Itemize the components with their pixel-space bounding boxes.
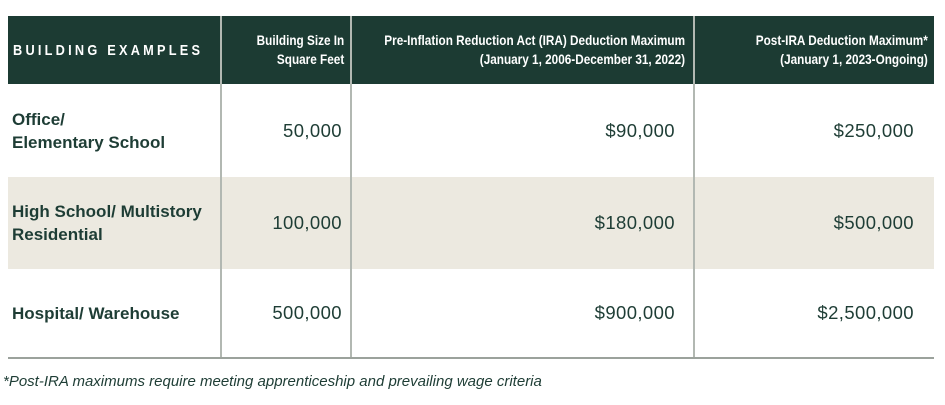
cell-pre-ira-max: $90,000 — [605, 119, 675, 141]
header-cell-pre-ira-maximum: Pre-Inflation Reduction Act (IRA) Deduct… — [352, 16, 693, 84]
building-example-line: Residential — [12, 225, 103, 244]
cell-building-example: High School/ Multistory Residential — [8, 177, 220, 269]
header-label-line: Post-IRA Deduction Maximum* — [755, 32, 928, 48]
table-bottom-border — [8, 357, 934, 359]
building-example-line: Office/ — [12, 109, 65, 129]
cell-pre-ira-max: $900,000 — [594, 302, 675, 323]
cell-pre-ira-max: $180,000 — [594, 212, 675, 233]
table: BUILDING EXAMPLES Building Size In Squar… — [8, 16, 934, 359]
cell-building-size: 50,000 — [283, 119, 342, 141]
header-label-line: (January 1, 2006-December 31, 2022) — [479, 51, 685, 67]
header-label-line: Square Feet — [276, 51, 344, 67]
column-divider — [693, 16, 695, 357]
cell-building-size: 100,000 — [272, 212, 342, 233]
column-divider — [220, 16, 222, 357]
cell-post-ira-max: $2,500,000 — [817, 302, 914, 323]
header-cell-post-ira-maximum: Post-IRA Deduction Maximum* (January 1, … — [695, 16, 934, 84]
cell-post-ira-max: $250,000 — [833, 119, 914, 141]
column-divider — [350, 16, 352, 357]
cell-post-ira-max: $500,000 — [833, 212, 914, 233]
table-row: High School/ Multistory Residential 100,… — [8, 177, 934, 269]
table-row: Office/ Elementary School 50,000 $90,000… — [8, 84, 934, 177]
header-label: BUILDING EXAMPLES — [13, 41, 204, 59]
building-example-line: Elementary School — [12, 132, 166, 152]
header-label-line: (January 1, 2023-Ongoing) — [780, 51, 928, 67]
building-example-line: High School/ Multistory — [12, 202, 202, 221]
cell-building-example: Office/ Elementary School — [8, 84, 220, 177]
building-example-line: Hospital/ Warehouse — [12, 303, 180, 323]
header-label-line: Building Size In — [256, 32, 344, 48]
header-cell-building-size: Building Size In Square Feet — [222, 16, 350, 84]
cell-building-size: 500,000 — [272, 302, 342, 323]
table-header-row: BUILDING EXAMPLES Building Size In Squar… — [8, 16, 934, 84]
cell-building-example: Hospital/ Warehouse — [8, 269, 220, 357]
header-cell-building-examples: BUILDING EXAMPLES — [8, 16, 220, 84]
header-label-line: Pre-Inflation Reduction Act (IRA) Deduct… — [384, 32, 685, 48]
table-row: Hospital/ Warehouse 500,000 $900,000 $2,… — [8, 269, 934, 357]
footnote: *Post-IRA maximums require meeting appre… — [3, 373, 542, 390]
